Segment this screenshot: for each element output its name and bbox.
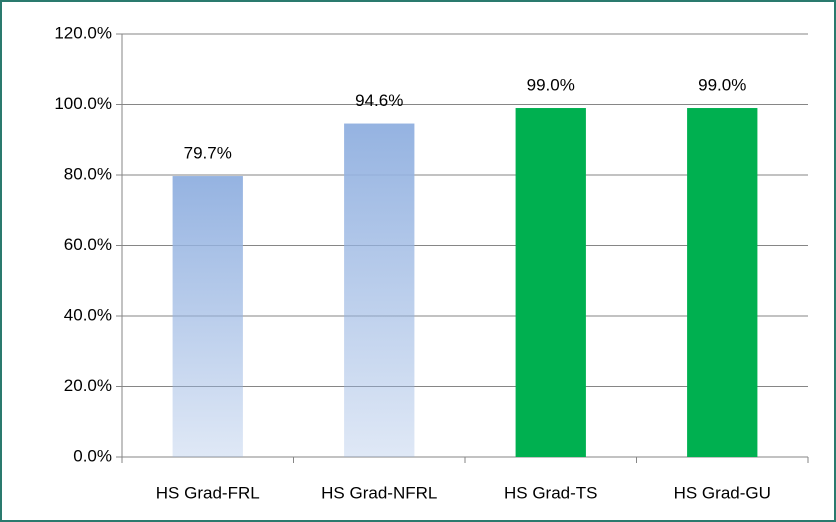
bar (515, 108, 586, 458)
bar (344, 123, 415, 457)
x-tick-label: HS Grad-NFRL (321, 483, 437, 502)
x-tick-label: HS Grad-GU (674, 483, 771, 502)
x-tick-label: HS Grad-TS (504, 483, 598, 502)
y-tick-label: 120.0% (54, 23, 112, 42)
y-tick-label: 80.0% (64, 164, 112, 183)
y-tick-label: 100.0% (54, 94, 112, 113)
bar (172, 176, 243, 457)
data-label: 94.6% (355, 91, 403, 110)
bar (687, 108, 758, 458)
y-tick-label: 0.0% (73, 446, 112, 465)
data-label: 79.7% (184, 144, 232, 163)
x-tick-label: HS Grad-FRL (156, 483, 260, 502)
data-label: 99.0% (527, 76, 575, 95)
y-tick-label: 40.0% (64, 305, 112, 324)
data-label: 99.0% (698, 76, 746, 95)
y-tick-label: 60.0% (64, 235, 112, 254)
y-tick-label: 20.0% (64, 376, 112, 395)
